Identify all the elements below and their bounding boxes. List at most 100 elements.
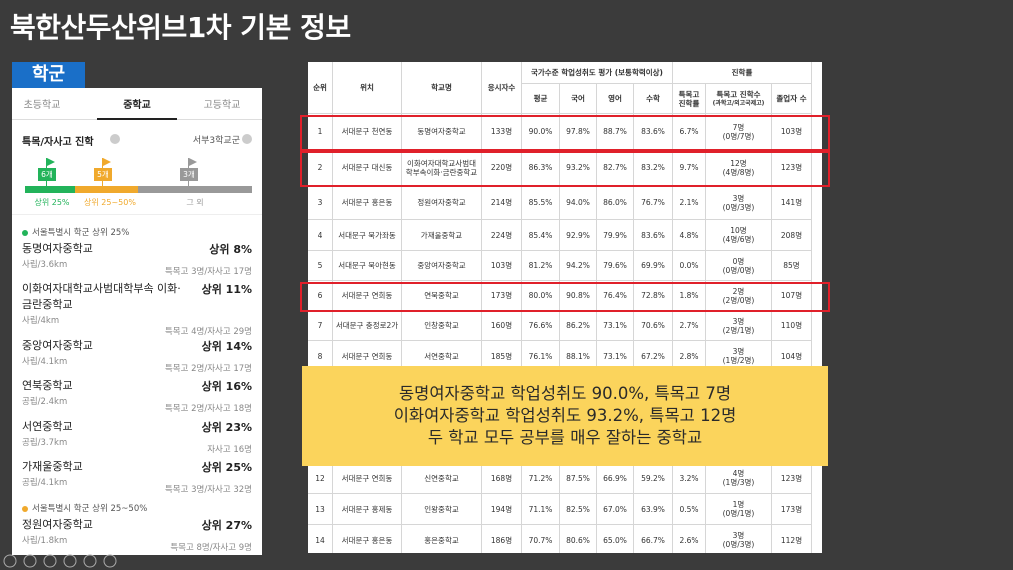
table-cell-text: 인창중학교	[424, 321, 459, 330]
tier-count: 5개	[94, 168, 112, 181]
table-cell-text: 서대문구 연희동	[341, 351, 393, 361]
school-item[interactable]: 이화여자대학교사범대학부속 이화·금란중학교 상위 11% 사립/4km 특목고 4명…	[22, 281, 252, 337]
table-cell: 92.9%	[560, 220, 597, 251]
toolbar-button[interactable]	[23, 554, 37, 568]
table-cell: 2.7%	[673, 311, 706, 341]
table-cell: 인왕중학교	[402, 494, 482, 525]
table-cell: 서대문구 홍제동	[333, 494, 402, 525]
table-cell-text: 76.6%	[528, 321, 553, 330]
table-cell-text: 83.2%	[641, 163, 665, 172]
flag-tip	[189, 158, 197, 166]
table-cell-text: 2.8%	[679, 351, 699, 361]
table-cell-text: 92.9%	[566, 230, 590, 240]
school-item[interactable]: 가재울중학교 상위 25% 공립/4.1km 특목고 3명/자사고 32명	[22, 459, 252, 495]
table-cell: 79.6%	[597, 251, 634, 281]
school-admissions: 특목고 3명/자사고 17명	[164, 267, 252, 277]
table-cell: 214명	[482, 186, 522, 220]
table-cell: 5	[308, 251, 333, 281]
school-rank: 상위 14%	[201, 340, 252, 353]
table-cell-text: 4.8%	[679, 230, 699, 240]
table-cell-text: 82.7%	[603, 163, 627, 172]
school-info: 사립/4km	[22, 316, 60, 326]
table-cell: 82.5%	[560, 494, 597, 525]
toolbar-button[interactable]	[3, 554, 17, 568]
toolbar-button[interactable]	[63, 554, 77, 568]
school-item[interactable]: 연북중학교 상위 16% 공립/2.4km 특목고 2명/자사고 18명	[22, 378, 252, 414]
tab[interactable]: 초등학교	[23, 100, 61, 111]
table-cell: 79.9%	[597, 220, 634, 251]
table-cell: 서대문구 홍은동	[333, 186, 402, 220]
table-cell: 173명	[772, 494, 812, 525]
table-cell-text: (2명/0명)	[722, 295, 755, 305]
table-cell-text: 6.7%	[679, 127, 699, 136]
header-cell-text: 졸업자 수	[776, 94, 807, 103]
table-cell: 69.9%	[634, 251, 673, 281]
table-cell-text: 220명	[490, 163, 513, 172]
school-item[interactable]: 중앙여자중학교 상위 14% 사립/4.1km 특목고 2명/자사고 17명	[22, 338, 252, 374]
tier-bar	[138, 186, 252, 193]
school-admissions: 자사고 16명	[207, 445, 252, 455]
school-admissions: 특목고 4명/자사고 29명	[164, 327, 252, 337]
table-cell-text: 160명	[490, 321, 513, 330]
table-cell-text: 3명	[732, 316, 745, 326]
header-cell-text: 특목고 진학수	[716, 89, 761, 99]
help-icon	[242, 134, 252, 144]
table-cell: 정원여자중학교	[402, 186, 482, 220]
table-cell: 76.7%	[634, 186, 673, 220]
table-cell: 94.0%	[560, 186, 597, 220]
school-info: 사립/4.1km	[22, 357, 68, 367]
school-info: 공립/2.4km	[22, 397, 68, 407]
table-cell-text: 123명	[780, 163, 803, 172]
table-cell-text: 85.5%	[528, 198, 553, 207]
table-cell: 71.1%	[522, 494, 560, 525]
table-cell-text: 10명	[730, 226, 747, 235]
table-cell-text: (4명/8명)	[722, 167, 755, 177]
school-item[interactable]: 정원여자중학교 상위 27% 사립/1.8km 특목고 8명/자사고 9명	[22, 517, 252, 553]
table-cell-text: 79.6%	[603, 261, 627, 270]
table-cell: 4.8%	[673, 220, 706, 251]
header-cell-text: 학교명	[431, 83, 452, 92]
table-cell-text: 94.0%	[566, 198, 590, 207]
highlight-box	[300, 115, 830, 151]
school-item[interactable]: 서연중학교 상위 23% 공립/3.7km 자사고 16명	[22, 419, 252, 455]
table-cell-text: 9.7%	[679, 163, 699, 172]
table-cell-text: 정원여자중학교	[417, 198, 466, 207]
slide-title: 북한산두산위브1차 기본 정보	[10, 11, 351, 44]
table-cell-text: 서대문구 천연동	[341, 127, 393, 136]
table-cell-text: 85.4%	[528, 230, 553, 240]
table-cell-text: 12	[315, 473, 325, 483]
table-cell-text: 76.4%	[603, 291, 627, 300]
table-cell: 85.5%	[522, 186, 560, 220]
tab[interactable]: 중학교	[123, 100, 151, 111]
table-cell-text: 13	[315, 504, 325, 514]
table-cell: 홍은중학교	[402, 525, 482, 553]
table-cell-text: 63.9%	[641, 504, 665, 514]
table-cell-text: 3	[317, 198, 323, 207]
table-cell-text: 73.1%	[603, 351, 627, 361]
toolbar-button[interactable]	[103, 554, 117, 568]
table-cell-text: 80.6%	[566, 535, 590, 545]
table-cell-text: 0.5%	[679, 504, 699, 514]
table-cell: 3명 (0명/3명)	[706, 525, 772, 553]
table-cell: 86.2%	[560, 311, 597, 341]
header-cell: 평균	[522, 84, 560, 114]
header-cell-text: 국어	[571, 94, 585, 103]
table-cell-text: 2.1%	[679, 198, 699, 207]
school-name: 서연중학교	[22, 420, 73, 433]
table-cell-text: 141명	[780, 198, 803, 207]
table-cell-text: 6	[317, 291, 323, 300]
toolbar-button[interactable]	[83, 554, 97, 568]
table-cell-text: 1	[317, 127, 323, 136]
table-cell-text: 185명	[490, 351, 513, 361]
table-cell-text: 81.2%	[528, 261, 553, 270]
table-cell-text: 66.7%	[641, 535, 665, 545]
school-item[interactable]: 동명여자중학교 상위 8% 사립/3.6km 특목고 3명/자사고 17명	[22, 241, 252, 277]
table-cell-text: 서대문구 대신동	[341, 163, 393, 172]
toolbar-button[interactable]	[43, 554, 57, 568]
table-cell: 14	[308, 525, 333, 553]
tab[interactable]: 고등학교	[203, 100, 241, 111]
header-cell: 영어	[597, 84, 634, 114]
flag-tip	[103, 158, 111, 166]
table-cell-text: 중앙여자중학교	[417, 261, 466, 270]
header-cell-text: 특목고 진학률	[678, 89, 700, 108]
